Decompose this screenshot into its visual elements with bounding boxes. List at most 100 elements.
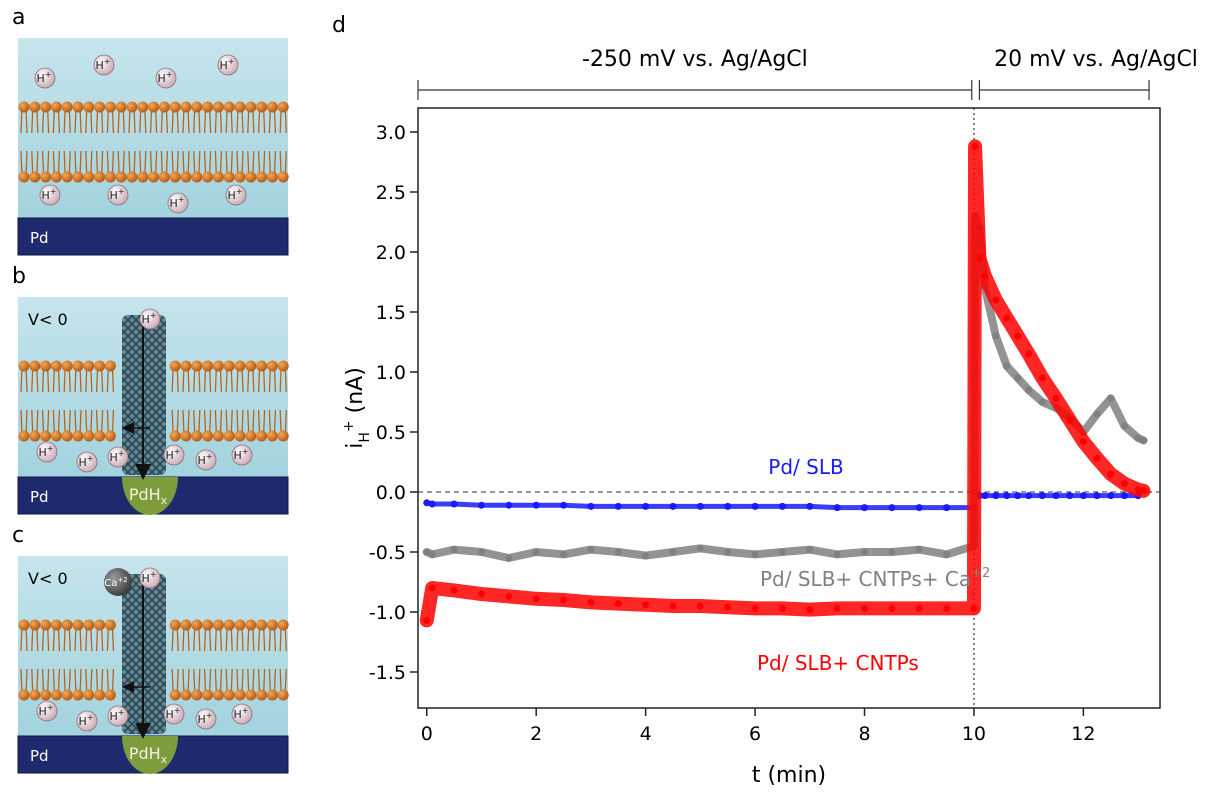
calcium-base: Ca (104, 578, 117, 589)
lipid-head (212, 101, 224, 113)
lipid-head (104, 689, 116, 701)
ion-sup: + (206, 711, 213, 720)
y-tick-label: 1.0 (376, 362, 406, 384)
y-tick-label: -0.5 (369, 542, 406, 564)
lipid-head (40, 619, 52, 631)
data-point (532, 595, 540, 603)
lipid-head (277, 171, 289, 183)
y-label-main: i (343, 443, 368, 449)
ion-base: H (96, 59, 104, 72)
data-point (724, 502, 732, 510)
lipid-head (18, 360, 30, 372)
lipid-head (202, 430, 214, 442)
proton (163, 703, 185, 725)
lipid-head (245, 101, 257, 113)
lipid-head (266, 689, 278, 701)
panel-label: a (12, 5, 25, 30)
lipid-head (245, 430, 257, 442)
lipid-head (40, 101, 52, 113)
data-point (696, 602, 704, 610)
data-point (970, 604, 978, 612)
lipid-head (212, 171, 224, 183)
ion-sup: + (166, 70, 173, 79)
pdhx-base: PdH (129, 485, 161, 504)
lipid-head (266, 619, 278, 631)
data-point (450, 586, 458, 594)
ion-base: H (166, 449, 174, 462)
ion-base: H (110, 451, 118, 464)
data-point (477, 548, 485, 556)
series-line (419, 139, 1151, 628)
lipid-head (191, 171, 203, 183)
lipid-head (50, 101, 62, 113)
lipid-head (245, 619, 257, 631)
lipid-head (94, 171, 106, 183)
x-tick-label: 10 (962, 723, 986, 745)
lipid-head (169, 689, 181, 701)
x-tick-label: 4 (640, 723, 652, 745)
data-point (833, 550, 841, 558)
lipid-head (266, 171, 278, 183)
lipid-head (104, 101, 116, 113)
data-point (778, 502, 786, 510)
series-label: Pd/ SLB+ CNTPs+ Ca+2 (760, 566, 990, 591)
lipid-head (223, 689, 235, 701)
data-point (778, 548, 786, 556)
y-tick-label: 2.0 (376, 242, 406, 264)
lipid-head (256, 689, 268, 701)
lipid-head (266, 430, 278, 442)
data-point (833, 504, 841, 512)
potential-bracket (417, 80, 973, 100)
data-point (450, 546, 458, 554)
y-label-sup: + (341, 420, 357, 432)
data-point (696, 502, 704, 510)
lipid-head (50, 619, 62, 631)
ion-base: H (198, 713, 206, 726)
proton-label: H+ (79, 713, 94, 728)
ion-base: H (220, 59, 228, 72)
lipid-head (29, 430, 41, 442)
x-tick-label: 0 (421, 723, 433, 745)
lipid-head (234, 360, 246, 372)
proton-label: H+ (198, 452, 213, 467)
lipid-head (40, 689, 52, 701)
lipid-head (83, 360, 95, 372)
series-label: Pd/ SLB+ CNTPs (757, 651, 919, 675)
data-point (981, 492, 989, 500)
proton-label: H+ (220, 57, 235, 72)
ion-sup: + (150, 570, 157, 579)
pdhx-base: PdH (129, 744, 161, 763)
proton-label: H+ (142, 311, 157, 326)
lipid-head (212, 430, 224, 442)
data-point (975, 254, 983, 262)
lipid-head (61, 360, 73, 372)
lipid-head (191, 689, 203, 701)
data-point (1014, 374, 1022, 382)
data-point (1052, 394, 1060, 402)
data-point (642, 502, 650, 510)
pd-label: Pd (30, 747, 49, 765)
x-tick-label: 6 (749, 723, 761, 745)
lipid-head (212, 360, 224, 372)
lipid-head (158, 101, 170, 113)
data-point (423, 548, 431, 556)
lipid-head (277, 360, 289, 372)
proton-label: H+ (79, 454, 94, 469)
ion-base: H (79, 715, 87, 728)
series-name-sup: +2 (971, 566, 990, 581)
lipid-head (94, 101, 106, 113)
data-point (450, 500, 458, 508)
lipid-head (29, 171, 41, 183)
ion-base: H (170, 197, 178, 210)
proton-label: H+ (42, 187, 57, 202)
y-tick-label: 0.5 (376, 422, 406, 444)
lipid-head (245, 360, 257, 372)
lipid-head (256, 430, 268, 442)
pd-electrode (17, 217, 289, 256)
data-point (1025, 386, 1033, 394)
lipid-head (61, 430, 73, 442)
lipid-head (29, 689, 41, 701)
data-point (423, 616, 431, 624)
proton (155, 67, 177, 89)
